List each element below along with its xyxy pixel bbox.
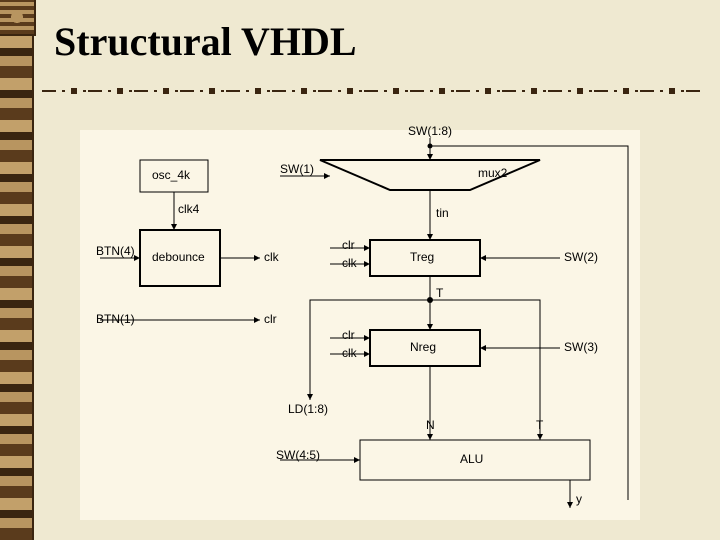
label-T2: T <box>536 418 543 432</box>
label-T: T <box>436 286 443 300</box>
label-mux2: mux2 <box>478 166 507 180</box>
title-divider <box>42 88 702 94</box>
label-alu: ALU <box>460 452 483 466</box>
label-ld18: LD(1:8) <box>288 402 328 416</box>
label-osc4k: osc_4k <box>152 168 190 182</box>
label-clk-nreg: clk <box>342 346 357 360</box>
label-y: y <box>576 492 582 506</box>
label-btn4: BTN(4) <box>96 244 135 258</box>
label-clk-out: clk <box>264 250 279 264</box>
label-btn1: BTN(1) <box>96 312 135 326</box>
decorative-left-border <box>0 0 34 540</box>
label-sw18: SW(1:8) <box>408 124 452 138</box>
label-treg: Treg <box>410 250 434 264</box>
label-debounce: debounce <box>152 250 205 264</box>
decorative-corner <box>0 0 36 36</box>
block-diagram: osc_4k debounce mux2 Treg Nreg ALU SW(1:… <box>80 130 640 520</box>
label-sw45: SW(4:5) <box>276 448 320 462</box>
label-sw1: SW(1) <box>280 162 314 176</box>
label-sw3: SW(3) <box>564 340 598 354</box>
label-clk4: clk4 <box>178 202 199 216</box>
label-tin: tin <box>436 206 449 220</box>
label-N: N <box>426 418 435 432</box>
label-clr-treg: clr <box>342 238 355 252</box>
label-clr-out: clr <box>264 312 277 326</box>
diagram-svg <box>80 130 640 520</box>
label-sw2: SW(2) <box>564 250 598 264</box>
label-nreg: Nreg <box>410 340 436 354</box>
page-title: Structural VHDL <box>54 18 357 65</box>
label-clk-treg: clk <box>342 256 357 270</box>
label-clr-nreg: clr <box>342 328 355 342</box>
